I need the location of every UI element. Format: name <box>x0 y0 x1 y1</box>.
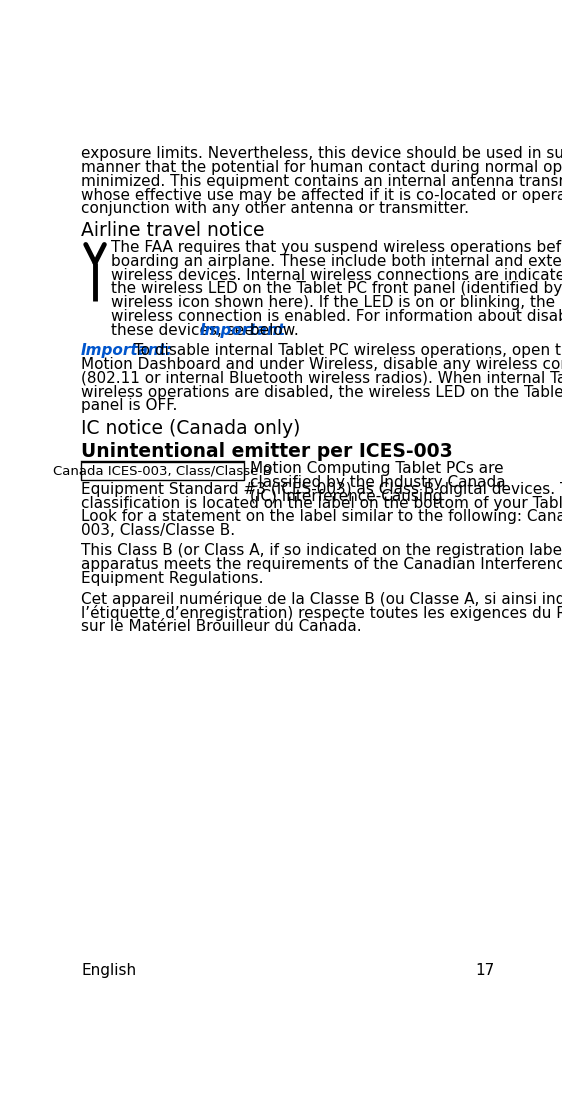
Text: Canada ICES-003, Class/Classe B: Canada ICES-003, Class/Classe B <box>53 464 272 477</box>
Text: Motion Computing Tablet PCs are: Motion Computing Tablet PCs are <box>250 461 504 476</box>
Text: To disable internal Tablet PC wireless operations, open the: To disable internal Tablet PC wireless o… <box>129 343 562 358</box>
Text: the wireless LED on the Tablet PC front panel (identified by the: the wireless LED on the Tablet PC front … <box>111 281 562 297</box>
Text: wireless icon shown here). If the LED is on or blinking, the: wireless icon shown here). If the LED is… <box>111 296 555 310</box>
Text: minimized. This equipment contains an internal antenna transmitter: minimized. This equipment contains an in… <box>81 174 562 188</box>
Text: Important:: Important: <box>81 343 173 358</box>
Text: below.: below. <box>246 323 299 338</box>
Text: whose effective use may be affected if it is co-located or operating in: whose effective use may be affected if i… <box>81 187 562 203</box>
Text: Airline travel notice: Airline travel notice <box>81 221 265 240</box>
Text: wireless operations are disabled, the wireless LED on the Tablet PC front: wireless operations are disabled, the wi… <box>81 384 562 400</box>
Text: sur le Matériel Brouilleur du Canada.: sur le Matériel Brouilleur du Canada. <box>81 619 362 633</box>
Text: The FAA requires that you suspend wireless operations before: The FAA requires that you suspend wirele… <box>111 240 562 255</box>
Text: Cet appareil numérique de la Classe B (ou Classe A, si ainsi indiqué sur: Cet appareil numérique de la Classe B (o… <box>81 591 562 607</box>
Text: classified by the Industry Canada: classified by the Industry Canada <box>250 475 506 489</box>
Text: boarding an airplane. These include both internal and external: boarding an airplane. These include both… <box>111 254 562 269</box>
Text: Equipment Regulations.: Equipment Regulations. <box>81 571 264 586</box>
Text: English: English <box>81 962 136 977</box>
Text: Look for a statement on the label similar to the following: Canada ICES-: Look for a statement on the label simila… <box>81 509 562 525</box>
Text: 17: 17 <box>475 962 495 977</box>
Text: IC notice (Canada only): IC notice (Canada only) <box>81 418 301 437</box>
Text: (IC) Interference-Causing: (IC) Interference-Causing <box>250 488 442 504</box>
Text: 003, Class/Classe B.: 003, Class/Classe B. <box>81 524 235 538</box>
Text: Equipment Standard #3 (ICES-003) as Class B digital devices. This: Equipment Standard #3 (ICES-003) as Clas… <box>81 482 562 497</box>
Text: classification is located on the label on the bottom of your Tablet PC.: classification is located on the label o… <box>81 496 562 510</box>
Bar <box>81 462 244 480</box>
Text: panel is OFF.: panel is OFF. <box>81 399 178 414</box>
Text: these devices, see: these devices, see <box>111 323 258 338</box>
Text: apparatus meets the requirements of the Canadian Interference-Causing: apparatus meets the requirements of the … <box>81 557 562 572</box>
Text: wireless connection is enabled. For information about disabling: wireless connection is enabled. For info… <box>111 309 562 324</box>
Text: Important: Important <box>200 323 286 338</box>
Text: Unintentional emitter per ICES-003: Unintentional emitter per ICES-003 <box>81 442 453 461</box>
Text: This Class B (or Class A, if so indicated on the registration label) digital: This Class B (or Class A, if so indicate… <box>81 544 562 558</box>
Text: conjunction with any other antenna or transmitter.: conjunction with any other antenna or tr… <box>81 201 469 216</box>
Text: manner that the potential for human contact during normal operation is: manner that the potential for human cont… <box>81 159 562 175</box>
Text: exposure limits. Nevertheless, this device should be used in such a: exposure limits. Nevertheless, this devi… <box>81 146 562 161</box>
Text: (802.11 or internal Bluetooth wireless radios). When internal Tablet PC: (802.11 or internal Bluetooth wireless r… <box>81 371 562 385</box>
Text: Motion Dashboard and under Wireless, disable any wireless connections: Motion Dashboard and under Wireless, dis… <box>81 356 562 372</box>
Text: l’étiquette d’enregistration) respecte toutes les exigences du Règlement: l’étiquette d’enregistration) respecte t… <box>81 604 562 621</box>
Text: wireless devices. Internal wireless connections are indicated by: wireless devices. Internal wireless conn… <box>111 268 562 282</box>
